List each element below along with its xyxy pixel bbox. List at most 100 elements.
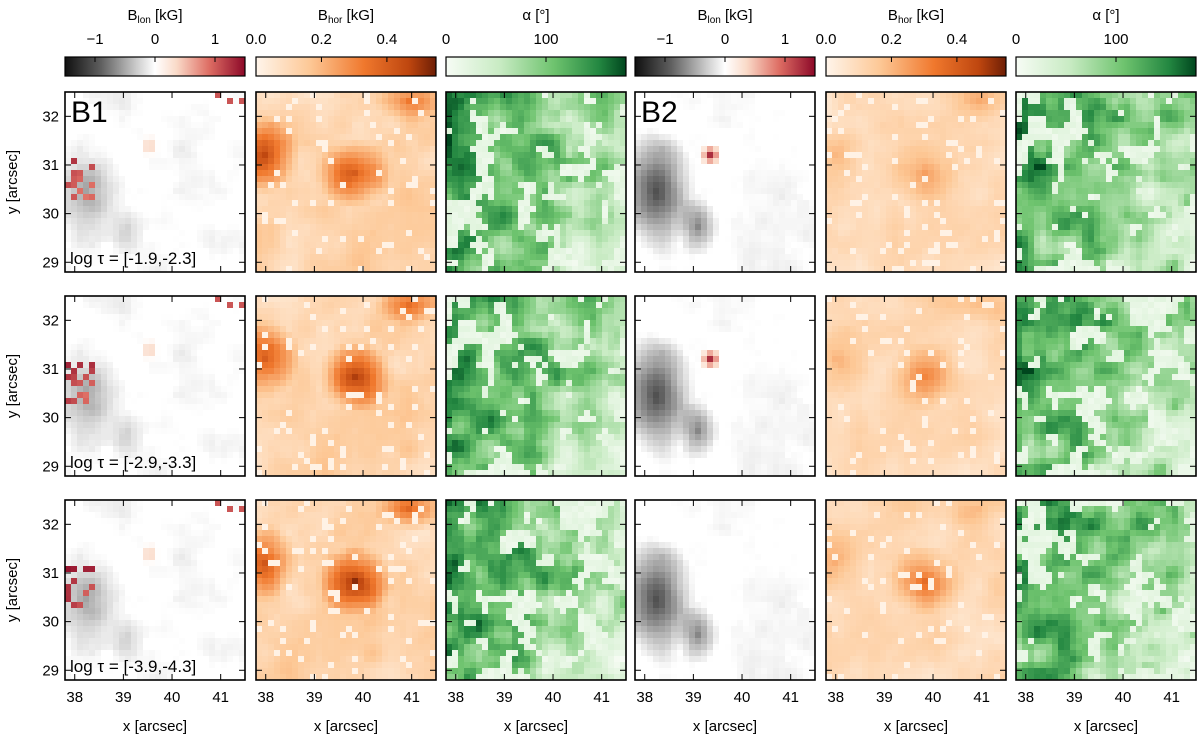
heatmap-cell <box>316 140 323 147</box>
heatmap-cell <box>310 152 317 159</box>
heatmap-cell <box>292 176 299 183</box>
heatmap-cell <box>976 98 983 105</box>
heatmap-cell <box>1076 254 1083 261</box>
heatmap-cell <box>77 158 84 165</box>
heatmap-cell <box>274 206 281 213</box>
heatmap-cell <box>743 122 750 129</box>
heatmap-cell <box>620 236 627 243</box>
heatmap-cell <box>725 140 732 147</box>
heatmap-cell <box>856 176 863 183</box>
heatmap-cell <box>773 98 780 105</box>
heatmap-cell <box>725 104 732 111</box>
heatmap-cell <box>394 146 401 153</box>
heatmap-cell <box>548 188 555 195</box>
heatmap-cell <box>292 188 299 195</box>
heatmap-cell <box>346 224 353 231</box>
heatmap-cell <box>677 194 684 201</box>
heatmap-cell <box>173 98 180 105</box>
heatmap-cell <box>518 182 525 189</box>
heatmap-cell <box>647 242 654 249</box>
heatmap-cell <box>635 152 642 159</box>
heatmap-cell <box>602 110 609 117</box>
heatmap-cell <box>689 266 696 273</box>
heatmap-cell <box>958 122 965 129</box>
heatmap-cell <box>904 134 911 141</box>
heatmap-cell <box>452 104 459 111</box>
heatmap-cell <box>89 176 96 183</box>
heatmap-cell <box>683 230 690 237</box>
heatmap-cell <box>916 152 923 159</box>
heatmap-cell <box>458 128 465 135</box>
heatmap-cell <box>418 158 425 165</box>
heatmap-cell <box>101 152 108 159</box>
heatmap-cell <box>749 182 756 189</box>
heatmap-cell <box>113 170 120 177</box>
heatmap-cell <box>506 122 513 129</box>
heatmap-cell <box>542 104 549 111</box>
heatmap-cell <box>494 254 501 261</box>
heatmap-cell <box>95 122 102 129</box>
heatmap-cell <box>185 92 192 99</box>
heatmap-cell <box>215 128 222 135</box>
heatmap-cell <box>316 164 323 171</box>
heatmap-cell <box>749 116 756 123</box>
heatmap-cell <box>620 140 627 147</box>
heatmap-cell <box>476 92 483 99</box>
heatmap-cell <box>89 200 96 207</box>
heatmap-cell <box>131 140 138 147</box>
heatmap-cell <box>904 122 911 129</box>
heatmap-cell <box>227 212 234 219</box>
heatmap-cell <box>832 152 839 159</box>
heatmap-cell <box>227 200 234 207</box>
heatmap-cell <box>707 128 714 135</box>
heatmap-cell <box>65 158 72 165</box>
heatmap-cell <box>197 134 204 141</box>
heatmap-cell <box>653 218 660 225</box>
heatmap-cell <box>488 170 495 177</box>
heatmap-cell <box>131 212 138 219</box>
heatmap-cell <box>77 224 84 231</box>
heatmap-cell <box>952 176 959 183</box>
heatmap-cell <box>880 158 887 165</box>
heatmap-cell <box>452 182 459 189</box>
heatmap-cell <box>185 206 192 213</box>
heatmap-cell <box>233 122 240 129</box>
heatmap-cell <box>215 116 222 123</box>
heatmap-cell <box>1064 158 1071 165</box>
heatmap-cell <box>1052 182 1059 189</box>
heatmap-cell <box>584 164 591 171</box>
heatmap-cell <box>494 152 501 159</box>
heatmap-cell <box>506 194 513 201</box>
heatmap-cell <box>1046 128 1053 135</box>
heatmap-cell <box>1046 164 1053 171</box>
heatmap-cell <box>743 92 750 99</box>
heatmap-cell <box>536 158 543 165</box>
heatmap-cell <box>227 266 234 273</box>
heatmap-cell <box>131 248 138 255</box>
heatmap-cell <box>659 266 666 273</box>
heatmap-cell <box>838 146 845 153</box>
heatmap-cell <box>988 206 995 213</box>
heatmap-cell <box>988 128 995 135</box>
heatmap-cell <box>761 128 768 135</box>
heatmap-cell <box>464 266 471 273</box>
heatmap-cell <box>560 224 567 231</box>
heatmap-cell <box>239 230 246 237</box>
heatmap-cell <box>352 134 359 141</box>
heatmap-cell <box>826 164 833 171</box>
heatmap-cell <box>268 212 275 219</box>
heatmap-cell <box>274 98 281 105</box>
heatmap-cell <box>826 170 833 177</box>
heatmap-cell <box>910 104 917 111</box>
heatmap-cell <box>328 230 335 237</box>
heatmap-cell <box>394 248 401 255</box>
heatmap-cell <box>608 200 615 207</box>
heatmap-cell <box>976 164 983 171</box>
heatmap-cell <box>934 146 941 153</box>
heatmap-cell <box>566 140 573 147</box>
heatmap-cell <box>125 200 132 207</box>
heatmap-cell <box>1022 170 1029 177</box>
heatmap-cell <box>982 110 989 117</box>
heatmap-cell <box>430 242 437 249</box>
colorbar-tick-label: 0 <box>1012 31 1020 48</box>
